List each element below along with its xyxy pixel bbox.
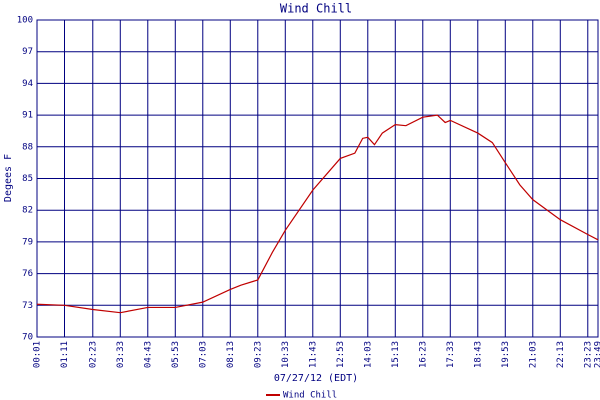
x-tick-label: 04:43	[143, 341, 153, 368]
x-tick-label: 05:53	[171, 341, 181, 368]
x-tick-label: 19:53	[501, 341, 511, 368]
y-tick-label: 94	[22, 79, 33, 89]
x-tick-label: 03:33	[116, 341, 126, 368]
y-tick-label: 100	[17, 16, 33, 26]
x-tick-label: 12:53	[336, 341, 346, 368]
x-tick-label: 17:33	[446, 341, 456, 368]
legend-label: Wind Chill	[283, 391, 337, 400]
y-tick-label: 76	[22, 269, 33, 279]
y-tick-label: 70	[22, 333, 33, 343]
x-tick-label: 23:23	[583, 341, 593, 368]
x-tick-label: 18:43	[473, 341, 483, 368]
x-tick-label: 15:13	[391, 341, 401, 368]
data-line	[36, 114, 599, 314]
y-tick-label: 73	[22, 301, 33, 311]
y-tick-label: 82	[22, 206, 33, 216]
y-axis-label: Degees F	[3, 154, 14, 202]
x-tick-label: 16:23	[418, 341, 428, 368]
x-tick-label: 11:43	[308, 341, 318, 368]
x-tick-label: 01:11	[60, 341, 70, 368]
x-tick-label: 14:03	[363, 341, 373, 368]
x-tick-label: 08:13	[226, 341, 236, 368]
y-tick-label: 97	[22, 47, 33, 57]
x-tick-label: 23:49	[594, 341, 600, 368]
y-tick-label: 85	[22, 174, 33, 184]
x-tick-label: 21:03	[528, 341, 538, 368]
x-tick-label: 07:03	[198, 341, 208, 368]
x-tick-label: 02:23	[88, 341, 98, 368]
x-tick-label: 22:13	[556, 341, 566, 368]
x-axis-label: 07/27/12 (EDT)	[274, 373, 358, 384]
x-tick-label: 10:33	[281, 341, 291, 368]
y-tick-label: 88	[22, 142, 33, 152]
x-tick-label: 00:01	[33, 341, 43, 368]
chart-title: Wind Chill	[280, 2, 352, 16]
x-tick-label: 09:23	[253, 341, 263, 368]
plot-border	[36, 19, 599, 338]
y-tick-label: 79	[22, 237, 33, 247]
y-tick-label: 91	[22, 111, 33, 121]
